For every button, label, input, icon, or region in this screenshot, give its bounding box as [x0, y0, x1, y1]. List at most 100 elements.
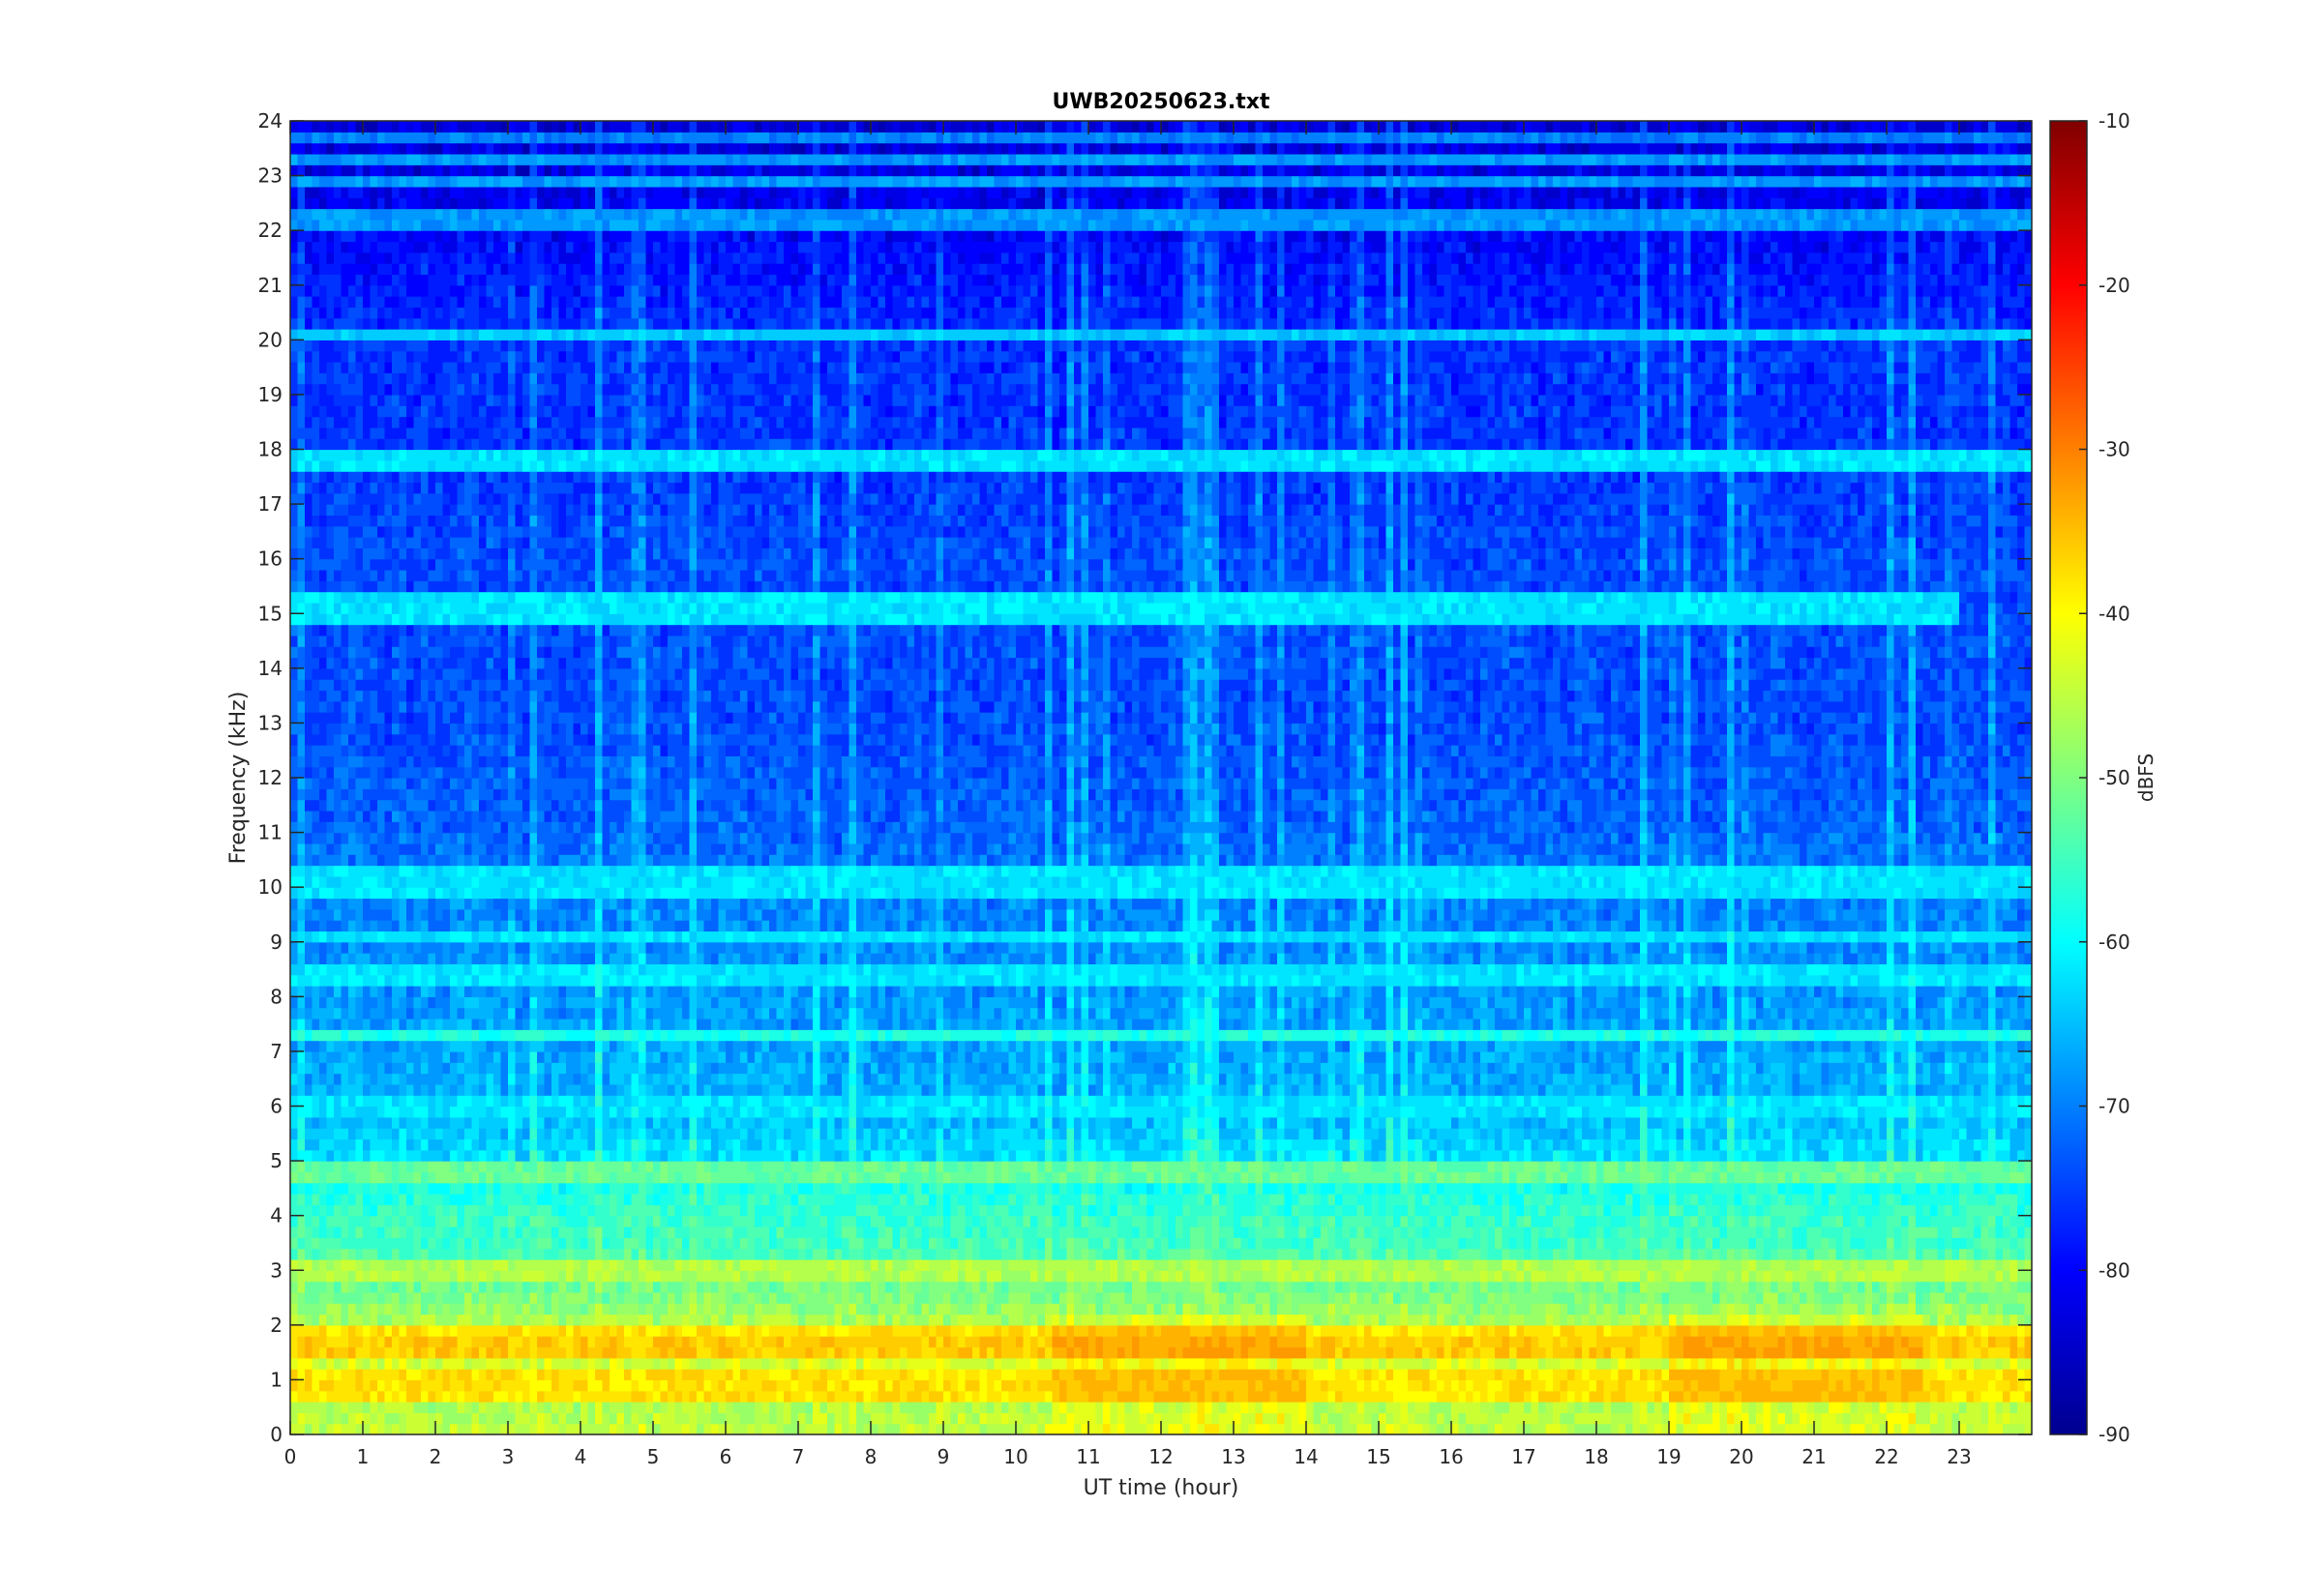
- heatmap-cell: [929, 1281, 959, 1293]
- heatmap-cell: [1364, 1336, 1380, 1348]
- heatmap-cell: [1690, 1281, 1707, 1293]
- heatmap-cell: [863, 1149, 872, 1162]
- heatmap-cell: [703, 1116, 712, 1129]
- heatmap-cell: [1603, 1116, 1612, 1129]
- heatmap-cell: [965, 1291, 973, 1304]
- heatmap-cell: [1197, 1390, 1206, 1403]
- heatmap-cell: [1748, 1423, 1757, 1434]
- heatmap-cell: [1625, 1128, 1641, 1140]
- heatmap-cell: [1263, 1270, 1278, 1283]
- heatmap-cell: [450, 1149, 459, 1162]
- heatmap-cell: [1742, 1161, 1750, 1172]
- heatmap-cell: [1263, 1138, 1271, 1151]
- heatmap-cell: [1385, 1116, 1394, 1129]
- heatmap-cell: [1901, 1324, 1939, 1337]
- heatmap-cell: [1255, 1116, 1264, 1129]
- heatmap-cell: [1893, 1324, 1902, 1337]
- heatmap-cell: [1690, 1258, 1721, 1271]
- heatmap-cell: [406, 1149, 422, 1162]
- heatmap-cell: [1052, 1369, 1060, 1381]
- heatmap-cell: [1487, 1161, 1496, 1172]
- heatmap-cell: [1385, 1161, 1402, 1172]
- heatmap-cell: [1683, 1161, 1692, 1172]
- heatmap-cell: [1524, 1237, 1533, 1250]
- heatmap-cell: [334, 1138, 357, 1151]
- heatmap-cell: [305, 1182, 313, 1195]
- heatmap-cell: [1792, 1281, 1801, 1293]
- heatmap-cell: [2017, 1336, 2026, 1348]
- heatmap-cell: [1248, 1346, 1271, 1359]
- heatmap-cell: [726, 1291, 734, 1304]
- heatmap-cell: [1553, 1149, 1562, 1162]
- heatmap-cell: [1095, 1303, 1104, 1315]
- heatmap-cell: [1683, 1149, 1692, 1162]
- heatmap-cell: [805, 1303, 836, 1315]
- heatmap-cell: [900, 1194, 908, 1205]
- heatmap-cell: [1669, 1182, 1678, 1195]
- heatmap-cell: [1538, 1281, 1568, 1293]
- heatmap-cell: [1669, 1291, 1713, 1304]
- heatmap-cell: [384, 1412, 401, 1425]
- heatmap-cell: [776, 1346, 807, 1359]
- heatmap-cell: [653, 1258, 676, 1271]
- heatmap-cell: [965, 1215, 973, 1227]
- heatmap-cell: [674, 1138, 691, 1151]
- heatmap-cell: [878, 1379, 886, 1392]
- heatmap-cell: [848, 1402, 857, 1413]
- heatmap-cell: [319, 1357, 328, 1370]
- heatmap-cell: [776, 1194, 792, 1205]
- heatmap-cell: [1066, 1128, 1075, 1140]
- heatmap-cell: [1240, 1314, 1249, 1326]
- heatmap-cell: [471, 1357, 488, 1370]
- heatmap-cell: [1429, 1248, 1438, 1260]
- heatmap-cell: [994, 1194, 1010, 1205]
- heatmap-cell: [1385, 1346, 1394, 1359]
- heatmap-cell: [755, 1171, 770, 1184]
- heatmap-cell: [1364, 1291, 1373, 1304]
- heatmap-cell: [1124, 1182, 1133, 1195]
- heatmap-cell: [1988, 1270, 1997, 1283]
- heatmap-cell: [1538, 1204, 1547, 1217]
- heatmap-cell: [1516, 1324, 1525, 1337]
- heatmap-cell: [1422, 1215, 1431, 1227]
- heatmap-cell: [1277, 1248, 1300, 1260]
- heatmap-cell: [769, 1106, 785, 1118]
- heatmap-cell: [290, 1270, 299, 1283]
- heatmap-cell: [1182, 1270, 1191, 1283]
- heatmap-cell: [1103, 1128, 1112, 1140]
- heatmap-cell: [1205, 1303, 1213, 1315]
- heatmap-cell: [1524, 1258, 1533, 1271]
- heatmap-cell: [718, 1128, 741, 1140]
- heatmap-cell: [914, 1138, 938, 1151]
- heatmap-cell: [1589, 1258, 1597, 1271]
- heatmap-cell: [1966, 1303, 1975, 1315]
- heatmap-cell: [1843, 1336, 1866, 1348]
- heatmap-cell: [1829, 1237, 1837, 1250]
- heatmap-cell: [529, 1138, 538, 1151]
- heatmap-cell: [1393, 1346, 1416, 1359]
- heatmap-cell: [384, 1106, 401, 1118]
- heatmap-cell: [1727, 1204, 1736, 1217]
- heatmap-cell: [1864, 1116, 1881, 1129]
- heatmap-cell: [1872, 1379, 1881, 1392]
- heatmap-cell: [1872, 1138, 1888, 1151]
- heatmap-cell: [573, 1171, 581, 1184]
- heatmap-cell: [1603, 1346, 1612, 1359]
- heatmap-cell: [907, 1128, 915, 1140]
- heatmap-cell: [522, 1194, 531, 1205]
- heatmap-cell: [1277, 1138, 1293, 1151]
- heatmap-cell: [1379, 1402, 1387, 1413]
- heatmap-cell: [1603, 1171, 1620, 1184]
- heatmap-cell: [464, 1149, 473, 1162]
- heatmap-cell: [1255, 1324, 1271, 1337]
- heatmap-cell: [1879, 1423, 1888, 1434]
- heatmap-cell: [1414, 1171, 1423, 1184]
- heatmap-cell: [1219, 1336, 1228, 1348]
- heatmap-cell: [726, 1390, 741, 1403]
- heatmap-cell: [1277, 1204, 1286, 1217]
- heatmap-cell: [1596, 1324, 1605, 1337]
- heatmap-cell: [1734, 1215, 1742, 1227]
- heatmap-cell: [1524, 1423, 1533, 1434]
- heatmap-cell: [834, 1291, 843, 1304]
- heatmap-cell: [1030, 1423, 1039, 1434]
